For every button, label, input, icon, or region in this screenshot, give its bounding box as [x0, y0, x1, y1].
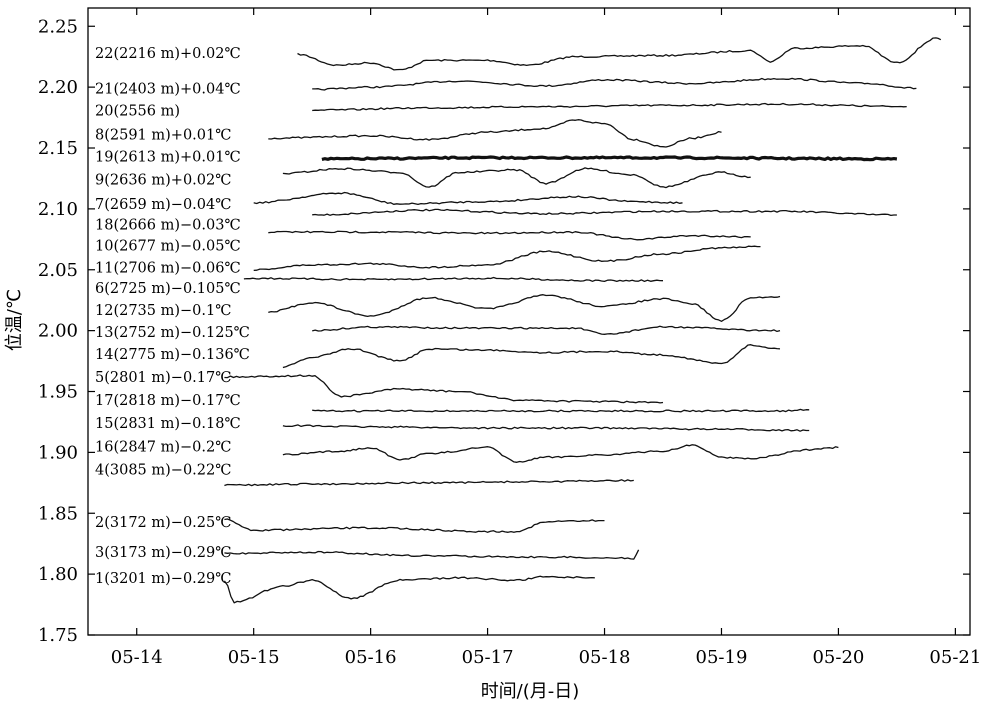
- series-line: [282, 444, 839, 463]
- series-line: [268, 119, 722, 148]
- x-tick-label: 05-20: [812, 647, 864, 668]
- x-tick-label: 05-17: [462, 647, 514, 668]
- series-label: 13(2752 m)−0.125℃: [95, 325, 250, 341]
- series-label: 14(2775 m)−0.136℃: [95, 347, 250, 363]
- series-label: 12(2735 m)−0.1℃: [95, 303, 231, 319]
- series-label: 7(2659 m)−0.04℃: [95, 197, 231, 213]
- series-line: [282, 424, 810, 432]
- series-line: [253, 191, 683, 206]
- series-line: [312, 325, 781, 335]
- series-label: 3(3173 m)−0.29℃: [95, 545, 231, 561]
- series-line: [253, 245, 761, 272]
- series-label: 16(2847 m)−0.2℃: [95, 439, 231, 455]
- series-label: 10(2677 m)−0.05℃: [95, 238, 241, 254]
- series-line: [224, 549, 640, 560]
- y-tick-label: 2.00: [38, 321, 78, 342]
- series-label: 6(2725 m)−0.105℃: [95, 281, 241, 297]
- y-tick-label: 2.10: [38, 199, 78, 220]
- x-axis-title: 时间/(月-日): [481, 681, 580, 702]
- series-label: 9(2636 m)+0.02℃: [95, 173, 231, 189]
- series-labels: 22(2216 m)+0.02℃ 21(2403 m)+0.04℃ 20(2556 …: [95, 46, 250, 587]
- y-axis-title: 位温/℃: [4, 289, 25, 351]
- series-line: [268, 294, 781, 322]
- y-tick-label: 1.95: [38, 382, 78, 403]
- series-label: 2(3172 m)−0.25℃: [95, 515, 231, 531]
- series-line: [224, 518, 605, 533]
- series-line: [224, 479, 634, 487]
- axis-ticks: 05-14 05-15 05-16 05-17 05-18 05-19 05-20 05-21…: [38, 8, 981, 668]
- series-label: 21(2403 m)+0.04℃: [95, 81, 241, 97]
- series-label: 8(2591 m)+0.01℃: [95, 128, 231, 144]
- y-tick-label: 2.20: [38, 77, 78, 98]
- series-label: 18(2666 m)−0.03℃: [95, 218, 241, 234]
- x-tick-label: 05-15: [228, 647, 280, 668]
- y-tick-label: 1.90: [38, 442, 78, 463]
- series-line: [224, 374, 664, 404]
- series-line: [321, 155, 898, 162]
- series-line: [312, 408, 810, 413]
- series-line: [282, 344, 781, 369]
- series-label: 1(3201 m)−0.29℃: [95, 571, 231, 587]
- series-line: [268, 230, 751, 241]
- series-line: [312, 102, 907, 112]
- series-line: [243, 276, 664, 283]
- series-label: 15(2831 m)−0.18℃: [95, 416, 241, 432]
- series-label: 22(2216 m)+0.02℃: [95, 46, 241, 62]
- y-tick-label: 2.25: [38, 16, 78, 37]
- series-traces: [223, 37, 942, 604]
- y-tick-label: 1.75: [38, 625, 78, 646]
- x-tick-label: 05-14: [111, 647, 163, 668]
- x-tick-label: 05-19: [696, 647, 748, 668]
- x-tick-label: 05-18: [579, 647, 631, 668]
- y-tick-label: 1.85: [38, 503, 78, 524]
- x-tick-label: 05-21: [929, 647, 981, 668]
- x-tick-label: 05-16: [345, 647, 397, 668]
- series-label: 5(2801 m)−0.17℃: [95, 370, 231, 386]
- series-label: 4(3085 m)−0.22℃: [95, 462, 231, 478]
- y-tick-label: 1.80: [38, 564, 78, 585]
- series-label: 11(2706 m)−0.06℃: [95, 260, 241, 276]
- y-tick-label: 2.05: [38, 260, 78, 281]
- series-label: 19(2613 m)+0.01℃: [95, 150, 241, 166]
- y-tick-label: 2.15: [38, 138, 78, 159]
- series-line: [312, 77, 917, 91]
- series-label: 17(2818 m)−0.17℃: [95, 393, 241, 409]
- series-line: [223, 575, 595, 604]
- series-label: 20(2556 m): [95, 103, 180, 119]
- plot-frame: [87, 7, 971, 636]
- series-line: [297, 37, 942, 71]
- series-line: [282, 167, 751, 189]
- series-line: [312, 208, 897, 217]
